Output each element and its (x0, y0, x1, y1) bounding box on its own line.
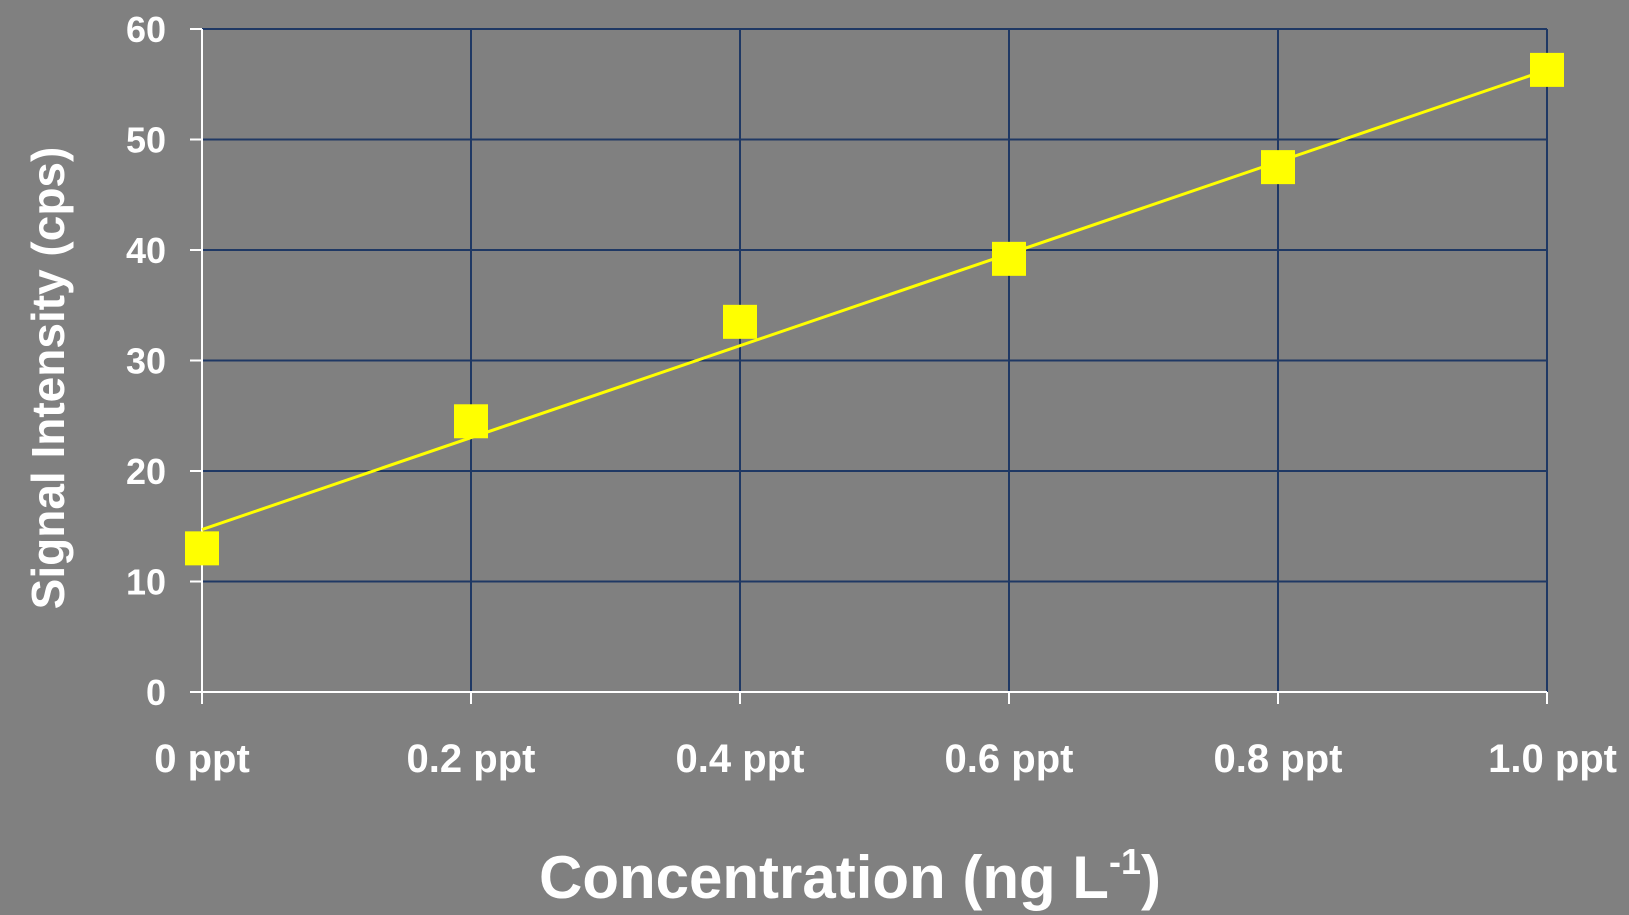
y-tick-labels: 0 10 20 30 40 50 60 (126, 9, 166, 713)
data-point-square (1530, 52, 1564, 87)
data-point-square (454, 404, 488, 439)
y-tick-label: 40 (126, 230, 166, 271)
x-tick-label: 0.4 ppt (676, 737, 805, 781)
x-tick-label: 0.8 ppt (1214, 737, 1343, 781)
x-tick-label: 0.6 ppt (945, 737, 1074, 781)
x-tick-label: 1.0 ppt (1488, 737, 1617, 781)
data-point-square (992, 241, 1026, 276)
grid-lines (202, 28, 1548, 692)
y-tick-label: 30 (126, 341, 166, 382)
y-tick-label: 20 (126, 451, 166, 492)
x-axis-title-suffix: ) (1141, 844, 1161, 911)
data-point-square (723, 304, 757, 339)
y-tick-label: 10 (126, 562, 166, 603)
data-point-square (185, 531, 219, 566)
data-point-square (1261, 150, 1295, 185)
trendline (201, 68, 1548, 531)
trendline-path (201, 68, 1548, 531)
x-tick-labels: 0 ppt 0.2 ppt 0.4 ppt 0.6 ppt 0.8 ppt 1.0 ppt (154, 737, 1617, 781)
y-tick-label: 0 (146, 672, 166, 713)
x-axis-title-superscript: -1 (1109, 841, 1141, 882)
y-axis-title: Signal Intensity (cps) (22, 147, 74, 610)
x-tick-label: 0.2 ppt (407, 737, 536, 781)
y-tick-label: 60 (126, 9, 166, 50)
x-axis-title: Concentration (ng L-1) (539, 841, 1161, 911)
x-axis-title-main: Concentration (ng L (539, 844, 1109, 911)
axes (190, 28, 1548, 704)
y-tick-label: 50 (126, 120, 166, 161)
data-points (185, 52, 1564, 566)
x-tick-label: 0 ppt (154, 737, 250, 781)
